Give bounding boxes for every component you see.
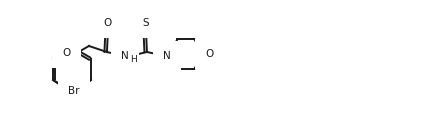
- Text: O: O: [104, 18, 112, 28]
- Text: H: H: [130, 55, 136, 65]
- Text: O: O: [63, 48, 71, 58]
- Text: O: O: [205, 49, 213, 59]
- Text: N: N: [163, 51, 170, 61]
- Text: Br: Br: [68, 86, 80, 96]
- Text: N: N: [121, 51, 129, 61]
- Text: S: S: [142, 18, 149, 28]
